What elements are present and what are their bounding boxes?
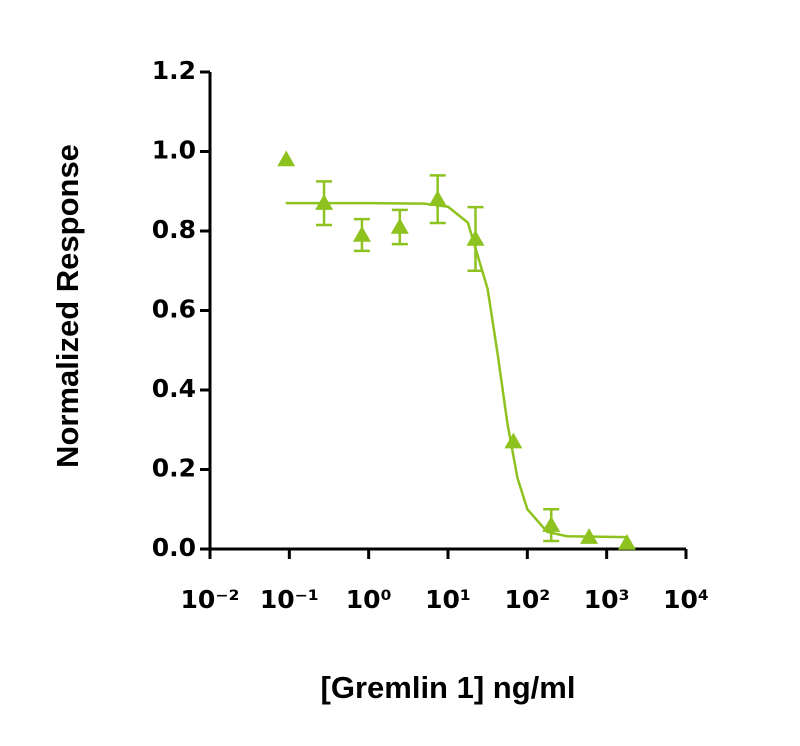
point — [352, 225, 371, 242]
point — [428, 190, 447, 206]
y-tick-label: 0.2 — [152, 454, 196, 483]
point — [390, 218, 409, 234]
point — [277, 150, 296, 167]
x-tick-label: 10⁰ — [346, 585, 392, 614]
x-axis-label: [Gremlin 1] ng/ml — [321, 670, 576, 705]
point — [504, 432, 523, 449]
y-tick-label: 1.2 — [152, 56, 196, 85]
x-tick-label: 10³ — [584, 585, 630, 614]
point — [542, 516, 561, 532]
point — [617, 534, 636, 550]
point — [315, 194, 334, 210]
y-tick-label: 1.0 — [152, 136, 196, 165]
point — [466, 229, 485, 246]
y-tick-label: 0.8 — [152, 215, 196, 244]
x-tick-label: 10² — [504, 585, 550, 614]
x-tick-label: 10⁻¹ — [260, 585, 319, 614]
x-tick-label: 10¹ — [425, 585, 471, 614]
point — [580, 528, 599, 544]
x-tick-label: 10⁴ — [663, 585, 709, 614]
x-tick-label: 10⁻² — [181, 585, 240, 614]
fit-curve — [285, 201, 627, 539]
y-axis-label: Normalized Response — [50, 144, 85, 468]
y-tick-label: 0.4 — [152, 374, 196, 403]
y-tick-label: 0.6 — [152, 295, 196, 324]
y-tick-label: 0.0 — [152, 533, 196, 562]
